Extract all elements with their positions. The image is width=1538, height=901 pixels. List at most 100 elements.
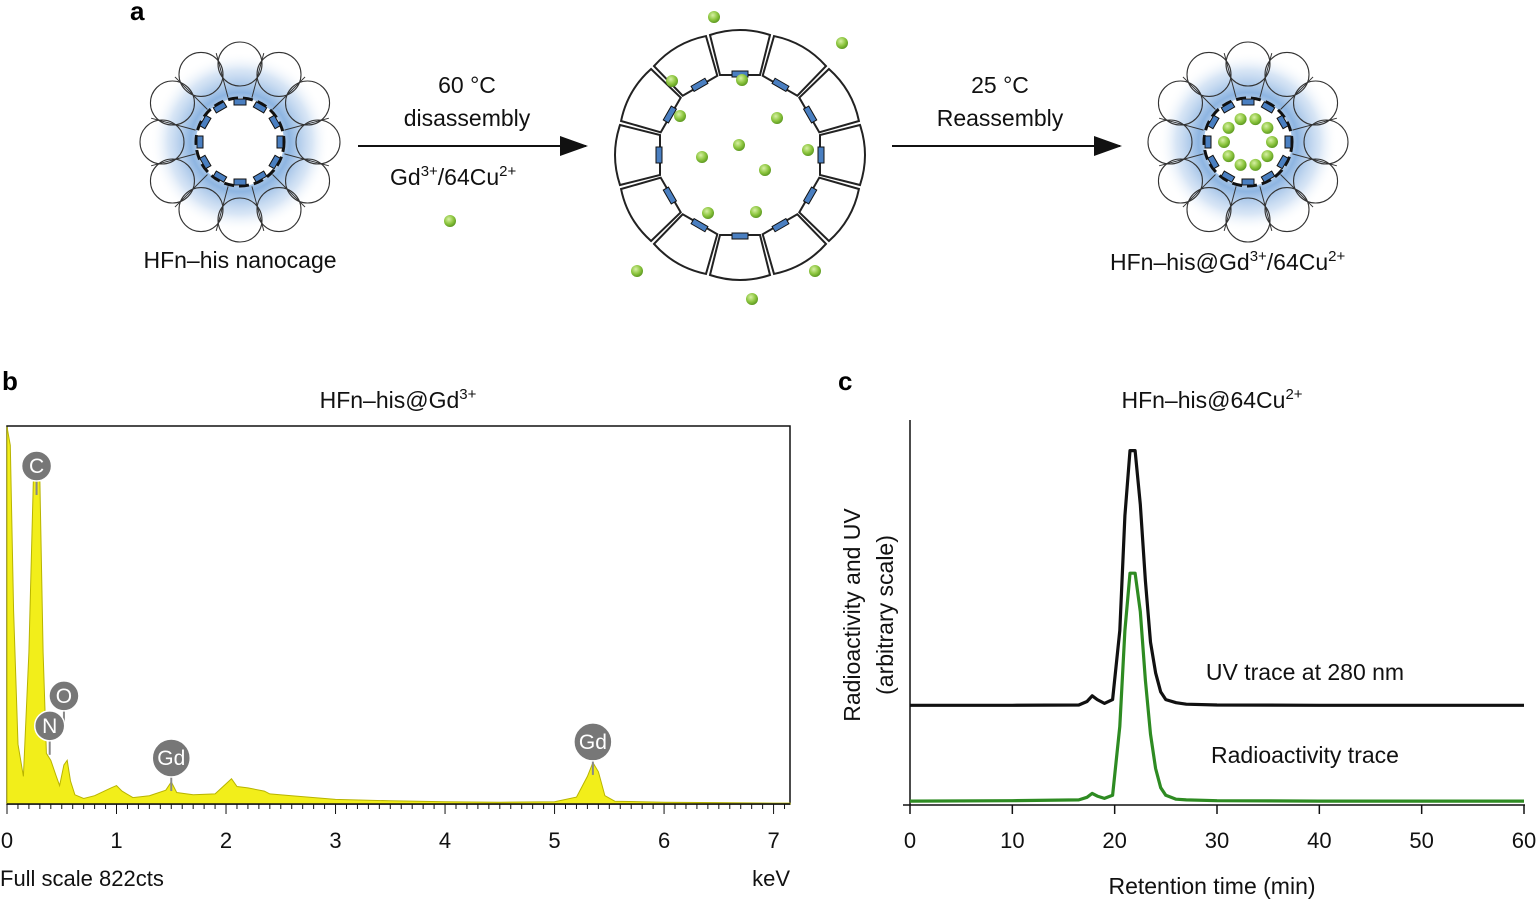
subunit-boundary <box>251 186 265 231</box>
cage-lobe <box>217 197 263 243</box>
subunit <box>817 123 866 187</box>
subunit-boundary <box>1259 186 1273 231</box>
his-tag-site <box>1207 154 1220 170</box>
reassembly-temperature: 25 °C <box>971 72 1029 98</box>
chromatogram-x-tick-label: 50 <box>1409 828 1433 853</box>
chromatogram-x-axis: 0 10 20 30 40 50 60 <box>904 805 1536 853</box>
subunit-boundary <box>1159 117 1204 131</box>
ion-sphere <box>674 110 686 122</box>
loaded-nanocage-label: HFn–his@Gd3+/64Cu2+ <box>1110 248 1346 275</box>
peak-marker <box>33 710 66 742</box>
his-tag-site <box>1241 98 1255 106</box>
cage-lobe <box>1292 158 1339 204</box>
his-tag-site <box>655 146 663 164</box>
ion-sphere <box>733 139 745 151</box>
chromatogram-x-label: Retention time (min) <box>1108 873 1315 899</box>
ion-sphere <box>708 11 720 23</box>
his-tag-site <box>1220 101 1236 114</box>
subunit <box>619 67 682 134</box>
cage-inner-shell <box>194 96 286 188</box>
his-tag-site <box>662 105 678 124</box>
cage-lobe <box>1186 186 1232 233</box>
ion-sphere <box>1261 121 1274 134</box>
subunit-boundary <box>1259 53 1273 98</box>
ion-sphere <box>836 37 848 49</box>
ion-sphere <box>771 112 783 124</box>
his-tag-site <box>1220 170 1236 183</box>
subunit-boundary <box>174 76 208 110</box>
cage-lobe <box>1303 119 1349 165</box>
eds-x-tick-label: 4 <box>439 828 451 853</box>
ion-sphere <box>1261 150 1274 163</box>
his-tag-site <box>802 105 818 124</box>
ion-sphere <box>746 293 758 305</box>
ion-sphere <box>1234 158 1247 171</box>
nanocage-loaded <box>1147 41 1349 243</box>
eds-x-tick-label: 3 <box>329 828 341 853</box>
subunit <box>708 29 772 78</box>
peak-marker <box>20 450 53 482</box>
subunit <box>798 67 861 134</box>
cage-lobe <box>256 51 302 98</box>
his-tag-site <box>802 186 818 205</box>
cage-lobe <box>1264 51 1310 98</box>
subunit <box>761 213 828 276</box>
ion-sphere <box>1222 121 1235 134</box>
subunit-boundary <box>151 117 196 131</box>
his-tag-site <box>1204 135 1212 149</box>
eds-x-tick-label: 1 <box>110 828 122 853</box>
peak-marker <box>151 738 192 778</box>
subunit <box>708 232 772 281</box>
disassembly-label: disassembly <box>404 105 531 131</box>
subunit <box>798 176 861 243</box>
cage-lobe <box>1157 158 1204 204</box>
cage-lobe <box>284 80 331 126</box>
cage-lobe <box>1157 80 1204 126</box>
nanocage-label: HFn–his nanocage <box>143 247 336 273</box>
eds-peak-labels: C ON Gd Gd <box>20 450 613 792</box>
cage-lobe <box>1225 197 1271 243</box>
subunit-boundary <box>151 153 196 167</box>
chromatogram-y-label-line1: Radioactivity and UV <box>839 508 865 722</box>
cage-inner-shell <box>1202 96 1294 188</box>
radioactivity-trace-annotation: Radioactivity trace <box>1211 742 1399 768</box>
ion-sphere <box>750 206 762 218</box>
his-tag-site <box>212 101 228 114</box>
subunit-boundary <box>1292 153 1337 167</box>
his-tag-site <box>276 135 284 149</box>
his-tag-site <box>690 217 709 233</box>
chromatogram-title: HFn–his@64Cu2+ <box>1121 386 1302 413</box>
cage-lobe <box>149 158 196 204</box>
ion-sphere <box>1234 113 1247 126</box>
eds-x-unit-label: keV <box>752 866 790 891</box>
uv-trace-annotation: UV trace at 280 nm <box>1206 659 1404 685</box>
ion-sphere <box>802 144 814 156</box>
cage-lobe <box>178 186 224 233</box>
eds-x-tick-label: 7 <box>767 828 779 853</box>
subunit <box>614 123 663 187</box>
eds-plot-frame <box>6 425 791 805</box>
eds-x-tick-label: 0 <box>1 828 13 853</box>
cage-lobe <box>1225 41 1271 87</box>
panel-label-a: a <box>130 0 145 26</box>
chromatogram-x-tick-label: 0 <box>904 828 916 853</box>
ion-sphere <box>1266 136 1278 148</box>
subunit <box>652 213 719 276</box>
subunit-boundary <box>272 174 306 208</box>
subunit-boundary <box>174 174 208 208</box>
chromatogram-series <box>909 449 1524 803</box>
subunit-boundary <box>215 186 229 231</box>
ion-sphere <box>1249 113 1262 126</box>
subunit <box>619 176 682 243</box>
subunit-boundary <box>1223 53 1237 98</box>
his-tag-site <box>731 232 749 240</box>
cage-lobe <box>139 119 185 165</box>
ion-sphere <box>702 207 714 219</box>
subunit-boundary <box>1280 174 1314 208</box>
panel-label-b: b <box>2 366 18 396</box>
his-tag-site <box>1276 154 1289 170</box>
his-tag-site <box>252 101 268 114</box>
eds-x-tick-label: 2 <box>220 828 232 853</box>
eds-x-tick-label: 6 <box>658 828 670 853</box>
